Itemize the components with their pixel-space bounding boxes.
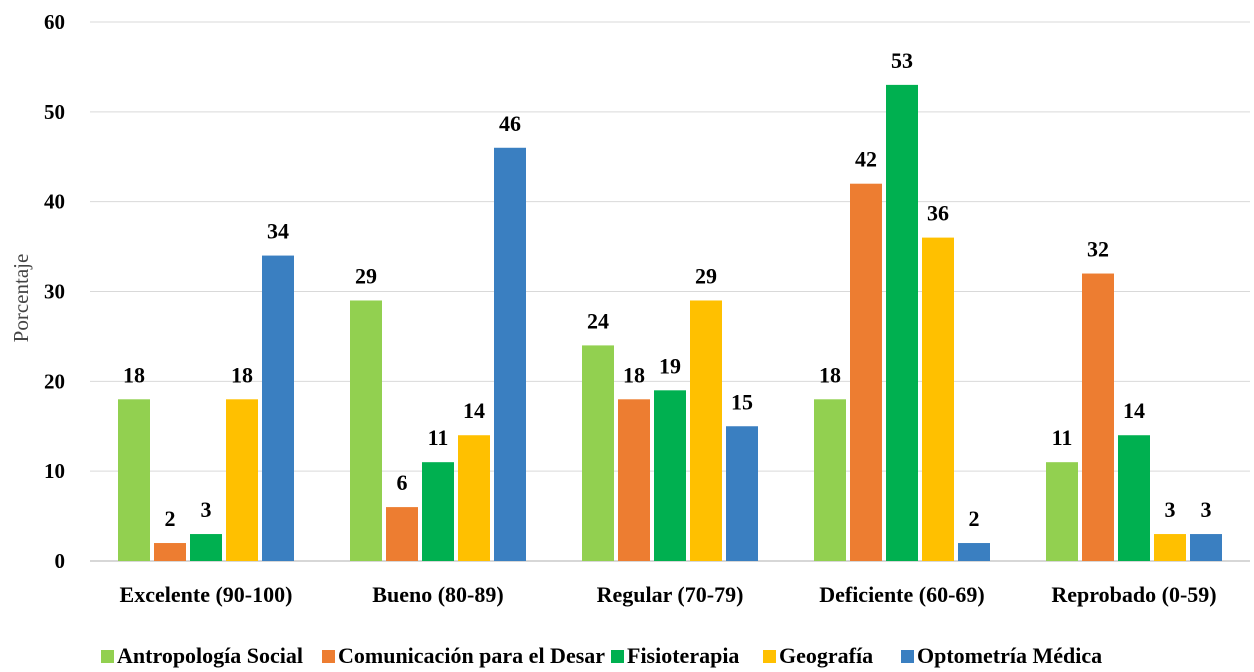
bar <box>654 390 686 561</box>
data-label: 42 <box>855 147 877 172</box>
bar <box>154 543 186 561</box>
y-axis-title: Porcentaje <box>9 254 33 343</box>
x-category-label: Bueno (80-89) <box>372 582 503 607</box>
legend-label: Optometría Médica <box>917 643 1102 668</box>
legend-swatch <box>101 650 114 663</box>
data-label: 3 <box>201 497 212 522</box>
x-category-label: Reprobado (0-59) <box>1051 582 1216 607</box>
legend-label: Geografía <box>779 643 873 668</box>
data-label: 29 <box>695 263 717 288</box>
data-label: 2 <box>165 506 176 531</box>
data-label: 15 <box>731 389 753 414</box>
bars <box>118 84 1222 562</box>
x-category-label: Deficiente (60-69) <box>819 582 985 607</box>
data-label: 36 <box>927 201 949 226</box>
y-axis-ticks: 0 10 20 30 40 50 60 <box>44 10 65 573</box>
data-label: 18 <box>819 362 841 387</box>
data-label: 53 <box>891 48 913 73</box>
data-label: 2 <box>969 506 980 531</box>
bar <box>1046 462 1078 561</box>
y-tick-label: 30 <box>44 280 65 304</box>
legend-label: Fisioterapia <box>627 643 739 668</box>
bar <box>350 300 382 561</box>
y-tick-label: 20 <box>44 369 65 393</box>
bar <box>1190 534 1222 561</box>
y-tick-label: 0 <box>55 549 66 573</box>
bar <box>422 462 454 561</box>
legend-swatch <box>763 650 776 663</box>
bar <box>582 345 614 561</box>
data-label: 34 <box>267 219 289 244</box>
bar <box>458 435 490 561</box>
bar <box>958 543 990 561</box>
data-label: 14 <box>463 398 485 423</box>
bar <box>690 300 722 561</box>
bar <box>886 84 918 561</box>
bar <box>922 237 954 561</box>
legend-label: Antropología Social <box>117 643 303 668</box>
data-label: 11 <box>1052 425 1073 450</box>
bar <box>190 534 222 561</box>
data-label: 18 <box>623 362 645 387</box>
bar <box>814 399 846 561</box>
x-category-label: Regular (70-79) <box>597 582 744 607</box>
data-label: 19 <box>659 353 681 378</box>
y-tick-label: 40 <box>44 190 65 214</box>
bar <box>618 399 650 561</box>
y-tick-label: 50 <box>44 100 65 124</box>
x-axis-categories: Excelente (90-100) Bueno (80-89) Regular (… <box>120 582 1217 607</box>
legend-swatch <box>901 650 914 663</box>
bar <box>118 399 150 561</box>
y-tick-label: 10 <box>44 459 65 483</box>
data-label: 3 <box>1201 497 1212 522</box>
y-tick-label: 60 <box>44 10 65 34</box>
legend-swatch <box>322 650 335 663</box>
bar <box>226 399 258 561</box>
bar <box>1154 534 1186 561</box>
legend-swatch <box>611 650 624 663</box>
bar <box>386 507 418 561</box>
x-category-label: Excelente (90-100) <box>120 582 293 607</box>
legend: Antropología Social Comunicación para el … <box>101 643 1102 668</box>
bar <box>262 255 294 562</box>
data-label: 14 <box>1123 398 1145 423</box>
legend-label: Comunicación para el Desar <box>338 643 605 668</box>
data-label: 11 <box>428 425 449 450</box>
data-label: 46 <box>499 111 521 136</box>
data-label: 32 <box>1087 237 1109 262</box>
data-label: 24 <box>587 308 609 333</box>
data-label: 3 <box>1165 497 1176 522</box>
bar <box>1082 273 1114 561</box>
data-label: 18 <box>231 362 253 387</box>
data-label: 18 <box>123 362 145 387</box>
bar <box>1118 435 1150 561</box>
data-label: 6 <box>397 470 408 495</box>
bar <box>850 183 882 561</box>
bar <box>726 426 758 561</box>
bar <box>494 147 526 561</box>
data-label: 29 <box>355 263 377 288</box>
